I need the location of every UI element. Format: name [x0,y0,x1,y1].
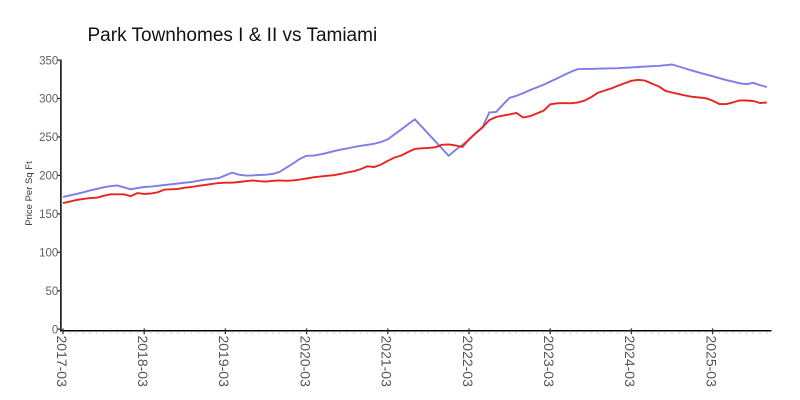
svg-text:2020-03: 2020-03 [297,336,313,388]
svg-text:100: 100 [39,248,58,260]
svg-text:2025-03: 2025-03 [703,336,719,388]
svg-text:2021-03: 2021-03 [379,336,395,388]
svg-text:250: 250 [39,132,58,144]
svg-text:350: 350 [39,55,58,67]
svg-text:50: 50 [46,286,59,298]
svg-text:0: 0 [52,324,58,336]
svg-text:2024-03: 2024-03 [622,336,638,388]
svg-text:200: 200 [39,171,58,183]
svg-text:2017-03: 2017-03 [54,336,70,388]
svg-text:300: 300 [39,94,58,106]
svg-text:150: 150 [39,209,58,221]
svg-text:Park Townhomes I & II vs Tamia: Park Townhomes I & II vs Tamiami [88,25,378,46]
svg-text:2022-03: 2022-03 [460,336,476,388]
svg-text:2023-03: 2023-03 [541,336,557,388]
svg-text:2018-03: 2018-03 [135,336,151,388]
svg-text:2019-03: 2019-03 [216,336,232,388]
svg-text:Price Per Sq Ft: Price Per Sq Ft [24,161,35,226]
